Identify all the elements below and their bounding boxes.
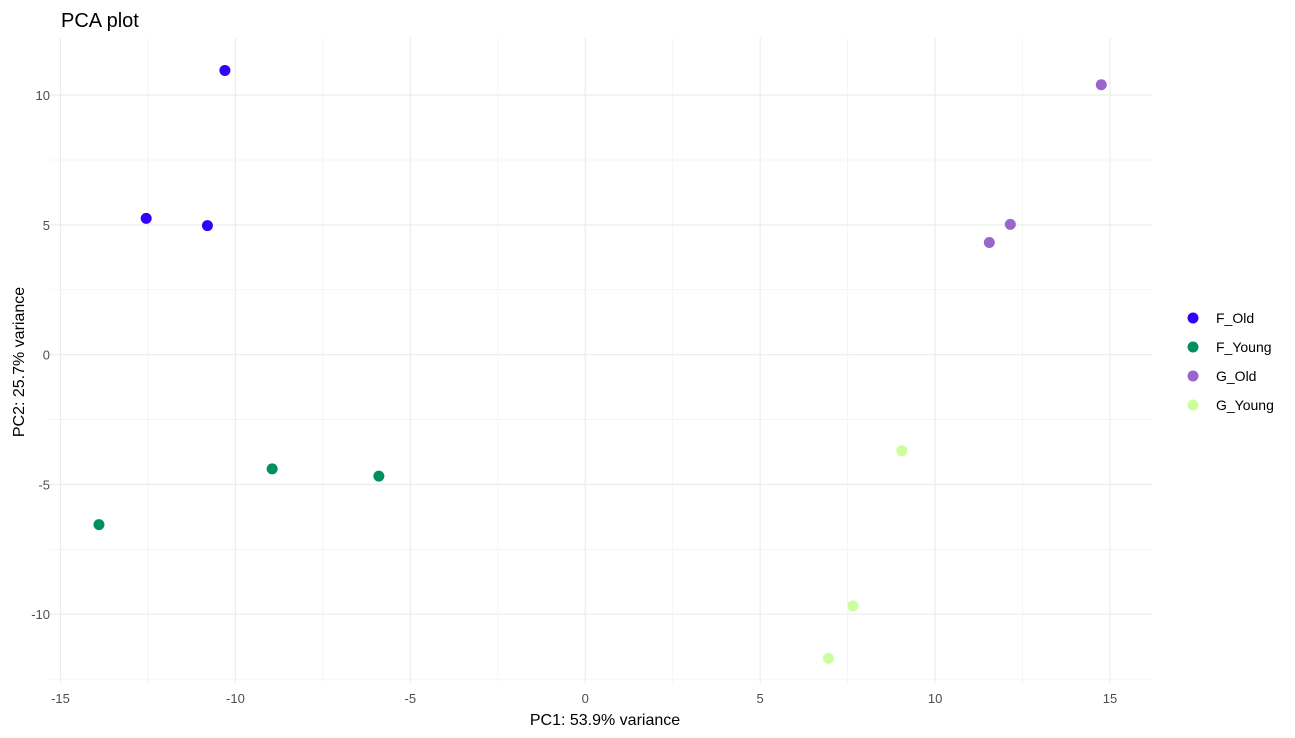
x-tick-label: -5 [405, 691, 417, 706]
y-tick-label: 0 [43, 348, 50, 363]
data-point [847, 600, 859, 612]
x-axis-title: PC1: 53.9% variance [530, 712, 680, 729]
legend-label: F_Old [1216, 310, 1254, 326]
legend-key [1187, 399, 1199, 411]
data-point [1004, 218, 1016, 230]
x-tick-label: -15 [51, 691, 70, 706]
y-tick-label: -5 [38, 477, 50, 492]
legend-label: G_Old [1216, 368, 1256, 384]
data-point [373, 470, 385, 482]
x-tick-label: 10 [928, 691, 942, 706]
chart-title: PCA plot [61, 10, 139, 32]
plot-grid [50, 38, 1152, 683]
data-point [201, 220, 213, 232]
legend-label: F_Young [1216, 339, 1272, 355]
data-point [983, 237, 995, 249]
y-axis-title: PC2: 25.7% variance [11, 287, 28, 437]
y-tick-label: 10 [36, 88, 50, 103]
y-axis-ticks: -10 -5 0 5 10 [31, 88, 50, 622]
legend-key [1187, 341, 1199, 353]
data-point [266, 463, 278, 475]
y-tick-label: -10 [31, 607, 50, 622]
y-tick-label: 5 [43, 218, 50, 233]
data-point [896, 445, 908, 457]
x-tick-label: 0 [582, 691, 589, 706]
x-tick-label: 5 [757, 691, 764, 706]
x-tick-label: -10 [226, 691, 245, 706]
legend-label: G_Young [1216, 397, 1274, 413]
data-point [219, 64, 231, 76]
legend-key [1187, 370, 1199, 382]
legend-key [1187, 312, 1199, 324]
data-point [140, 212, 152, 224]
data-points [93, 64, 1107, 664]
data-point [1095, 79, 1107, 91]
x-axis-ticks: -15 -10 -5 0 5 10 15 [51, 691, 1117, 706]
legend: F_Old F_Young G_Old G_Young [1187, 310, 1274, 413]
x-tick-label: 15 [1103, 691, 1117, 706]
data-point [93, 519, 105, 531]
data-point [822, 652, 834, 664]
